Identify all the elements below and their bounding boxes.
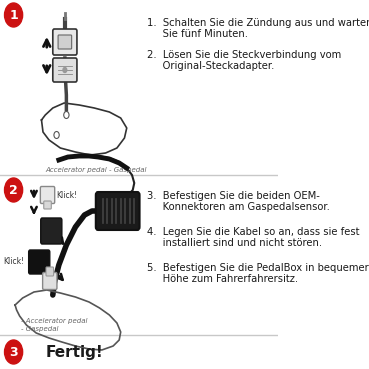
Text: Konnektoren am Gaspedalsensor.: Konnektoren am Gaspedalsensor.: [147, 202, 330, 212]
Text: 3.  Befestigen Sie die beiden OEM-: 3. Befestigen Sie die beiden OEM-: [147, 191, 320, 201]
Text: Fertig!: Fertig!: [45, 345, 103, 361]
Text: 4.  Legen Sie die Kabel so an, dass sie fest: 4. Legen Sie die Kabel so an, dass sie f…: [147, 227, 360, 237]
Text: Sie fünf Minuten.: Sie fünf Minuten.: [147, 29, 248, 39]
Text: 5.  Befestigen Sie die PedalBox in bequemer: 5. Befestigen Sie die PedalBox in bequem…: [147, 263, 369, 273]
Text: 2.  Lösen Sie die Steckverbindung vom: 2. Lösen Sie die Steckverbindung vom: [147, 50, 341, 60]
Circle shape: [4, 3, 23, 27]
FancyBboxPatch shape: [40, 186, 55, 203]
Circle shape: [64, 111, 69, 118]
FancyBboxPatch shape: [58, 35, 72, 49]
Circle shape: [4, 340, 23, 364]
FancyBboxPatch shape: [53, 58, 77, 82]
FancyBboxPatch shape: [29, 250, 50, 274]
Text: Höhe zum Fahrerfahrersitz.: Höhe zum Fahrerfahrersitz.: [147, 274, 298, 284]
Text: Accelerator pedal - Gaspedal: Accelerator pedal - Gaspedal: [45, 167, 147, 173]
FancyBboxPatch shape: [46, 267, 54, 276]
Text: 1.  Schalten Sie die Zündung aus und warten: 1. Schalten Sie die Zündung aus und wart…: [147, 18, 369, 28]
Text: 2: 2: [9, 183, 18, 197]
Text: Klick!: Klick!: [56, 190, 78, 200]
FancyBboxPatch shape: [44, 201, 51, 209]
FancyBboxPatch shape: [53, 29, 77, 55]
Circle shape: [54, 131, 59, 138]
FancyBboxPatch shape: [41, 218, 62, 244]
Text: - Accelerator pedal: - Accelerator pedal: [21, 318, 87, 324]
Circle shape: [63, 68, 67, 72]
FancyBboxPatch shape: [43, 272, 57, 290]
Circle shape: [4, 178, 23, 202]
Text: - Gaspedal: - Gaspedal: [21, 326, 59, 332]
FancyBboxPatch shape: [96, 192, 139, 230]
Text: Klick!: Klick!: [3, 258, 24, 266]
Text: 3: 3: [9, 345, 18, 359]
Text: Original-Steckadapter.: Original-Steckadapter.: [147, 61, 275, 71]
Text: installiert sind und nicht stören.: installiert sind und nicht stören.: [147, 238, 322, 248]
Text: 1: 1: [9, 8, 18, 21]
